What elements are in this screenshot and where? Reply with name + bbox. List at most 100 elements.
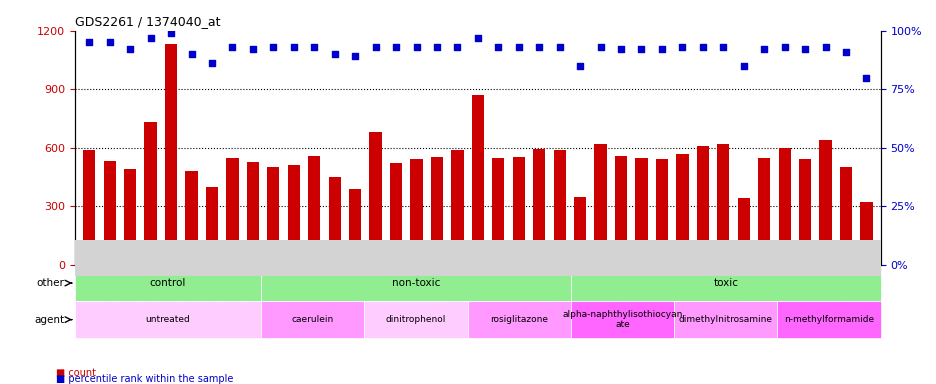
Bar: [819, 140, 831, 265]
Point: [204, 60, 219, 66]
Bar: [533, 149, 545, 265]
Bar: [471, 95, 484, 265]
Point: [470, 35, 485, 41]
FancyBboxPatch shape: [75, 301, 260, 338]
Bar: [348, 189, 361, 265]
Point: [388, 44, 403, 50]
Bar: [757, 159, 769, 265]
Bar: [246, 162, 258, 265]
Point: [613, 46, 628, 53]
Text: ■ count: ■ count: [56, 368, 96, 378]
Bar: [593, 144, 607, 265]
Text: agent: agent: [35, 314, 65, 324]
Bar: [329, 177, 341, 265]
Point: [797, 46, 812, 53]
Text: caerulein: caerulein: [291, 315, 333, 324]
Bar: [512, 157, 524, 265]
Point: [715, 44, 730, 50]
Point: [429, 44, 444, 50]
Point: [368, 44, 383, 50]
Bar: [778, 148, 790, 265]
FancyBboxPatch shape: [570, 301, 673, 338]
Bar: [859, 202, 871, 265]
FancyBboxPatch shape: [75, 265, 260, 301]
Point: [286, 44, 301, 50]
Bar: [655, 159, 667, 265]
Text: dinitrophenol: dinitrophenol: [386, 315, 446, 324]
Point: [143, 35, 158, 41]
Bar: [389, 163, 402, 265]
Bar: [574, 197, 586, 265]
Point: [817, 44, 832, 50]
Point: [531, 44, 546, 50]
Point: [490, 44, 505, 50]
Point: [327, 51, 342, 57]
Bar: [737, 199, 749, 265]
Point: [634, 46, 649, 53]
Point: [592, 44, 607, 50]
FancyBboxPatch shape: [260, 301, 364, 338]
FancyBboxPatch shape: [777, 301, 880, 338]
FancyBboxPatch shape: [673, 301, 777, 338]
Point: [102, 39, 117, 45]
Point: [164, 30, 179, 36]
Bar: [185, 171, 197, 265]
Text: toxic: toxic: [712, 278, 738, 288]
Bar: [410, 159, 422, 265]
Bar: [451, 150, 463, 265]
Point: [776, 44, 791, 50]
Point: [736, 63, 751, 69]
Bar: [614, 156, 626, 265]
Bar: [308, 156, 320, 265]
Point: [306, 44, 321, 50]
FancyBboxPatch shape: [570, 265, 880, 301]
Point: [81, 39, 96, 45]
Point: [511, 44, 526, 50]
Bar: [716, 144, 728, 265]
Text: other: other: [37, 278, 65, 288]
Bar: [369, 132, 381, 265]
Bar: [553, 150, 565, 265]
Bar: [227, 159, 239, 265]
Text: ■ percentile rank within the sample: ■ percentile rank within the sample: [56, 374, 233, 384]
Point: [183, 51, 198, 57]
Point: [858, 74, 873, 81]
Text: alpha-naphthylisothiocyan
ate: alpha-naphthylisothiocyan ate: [562, 310, 682, 329]
Point: [409, 44, 424, 50]
Point: [756, 46, 771, 53]
Bar: [124, 169, 136, 265]
Bar: [267, 167, 279, 265]
Point: [225, 44, 240, 50]
Point: [347, 53, 362, 60]
Bar: [104, 161, 116, 265]
Bar: [491, 159, 504, 265]
Point: [653, 46, 668, 53]
Bar: [83, 150, 95, 265]
Text: dimethylnitrosamine: dimethylnitrosamine: [678, 315, 772, 324]
Point: [695, 44, 709, 50]
Bar: [635, 159, 647, 265]
Bar: [798, 159, 811, 265]
Text: GDS2261 / 1374040_at: GDS2261 / 1374040_at: [75, 15, 220, 28]
Bar: [206, 187, 218, 265]
Point: [572, 63, 587, 69]
Bar: [676, 154, 688, 265]
Point: [245, 46, 260, 53]
Bar: [431, 157, 443, 265]
Text: rosiglitazone: rosiglitazone: [490, 315, 548, 324]
FancyBboxPatch shape: [260, 265, 570, 301]
Point: [449, 44, 464, 50]
Bar: [839, 167, 851, 265]
Text: n-methylformamide: n-methylformamide: [783, 315, 873, 324]
Bar: [287, 165, 300, 265]
Text: control: control: [150, 278, 186, 288]
FancyBboxPatch shape: [467, 301, 570, 338]
Point: [551, 44, 566, 50]
Bar: [696, 146, 709, 265]
Point: [123, 46, 138, 53]
Point: [266, 44, 281, 50]
FancyBboxPatch shape: [364, 301, 467, 338]
Bar: [144, 122, 156, 265]
Point: [674, 44, 689, 50]
Text: untreated: untreated: [145, 315, 190, 324]
